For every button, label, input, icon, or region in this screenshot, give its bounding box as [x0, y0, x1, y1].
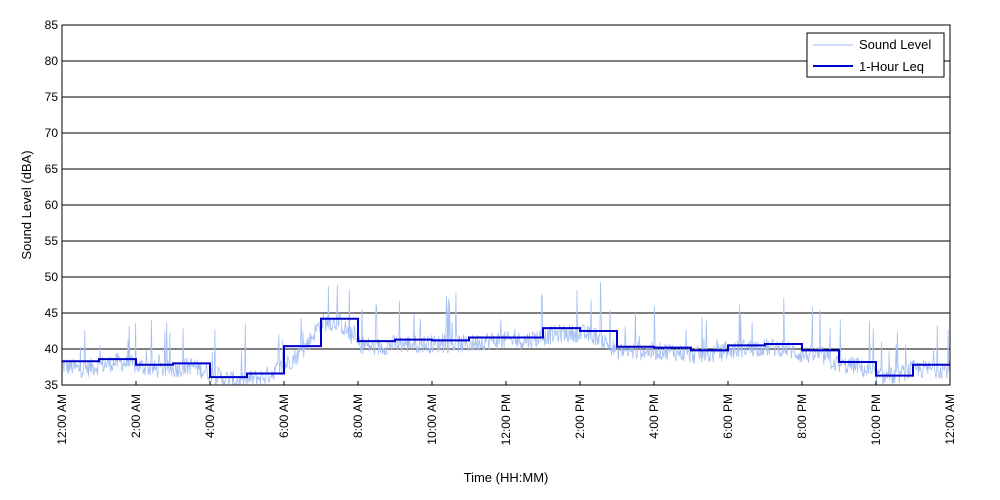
x-axis-ticks: 12:00 AM 2:00 AM 4:00 AM 6:00 AM 8:00 AM 10:0…: [55, 381, 957, 445]
y-tick-label: 80: [45, 54, 59, 68]
y-axis-title: Sound Level (dBA): [19, 150, 34, 259]
y-tick-label: 45: [45, 306, 59, 320]
x-tick-label: 2:00 PM: [573, 394, 587, 439]
x-tick-label: 10:00 PM: [869, 394, 883, 445]
x-tick-label: 12:00 PM: [499, 394, 513, 445]
y-tick-label: 60: [45, 198, 59, 212]
x-tick-label: 12:00 AM: [943, 394, 957, 445]
legend: Sound Level 1-Hour Leq: [806, 32, 945, 78]
y-tick-label: 75: [45, 90, 59, 104]
legend-box: [806, 32, 945, 78]
leq-step-line: [62, 317, 950, 379]
y-tick-label: 85: [45, 18, 59, 32]
grid-lines: [62, 60, 950, 350]
y-tick-label: 35: [45, 378, 59, 392]
x-tick-label: 8:00 AM: [351, 394, 365, 438]
x-tick-label: 10:00 AM: [425, 394, 439, 445]
y-tick-label: 50: [45, 270, 59, 284]
y-tick-label: 70: [45, 126, 59, 140]
x-tick-label: 6:00 AM: [277, 394, 291, 438]
x-tick-label: 4:00 AM: [203, 394, 217, 438]
legend-label-sound-level: Sound Level: [859, 37, 931, 52]
leq-series: [62, 317, 950, 379]
x-tick-label: 8:00 PM: [795, 394, 809, 439]
x-tick-label: 2:00 AM: [129, 394, 143, 438]
x-tick-label: 12:00 AM: [55, 394, 69, 445]
y-tick-label: 40: [45, 342, 59, 356]
y-tick-label: 65: [45, 162, 59, 176]
y-axis-ticks: 35 40 45 50 55 60 65 70 75 80 85: [45, 18, 59, 392]
x-tick-label: 6:00 PM: [721, 394, 735, 439]
x-tick-label: 4:00 PM: [647, 394, 661, 439]
y-tick-label: 55: [45, 234, 59, 248]
legend-label-leq: 1-Hour Leq: [859, 59, 924, 74]
x-axis-title: Time (HH:MM): [464, 470, 549, 485]
